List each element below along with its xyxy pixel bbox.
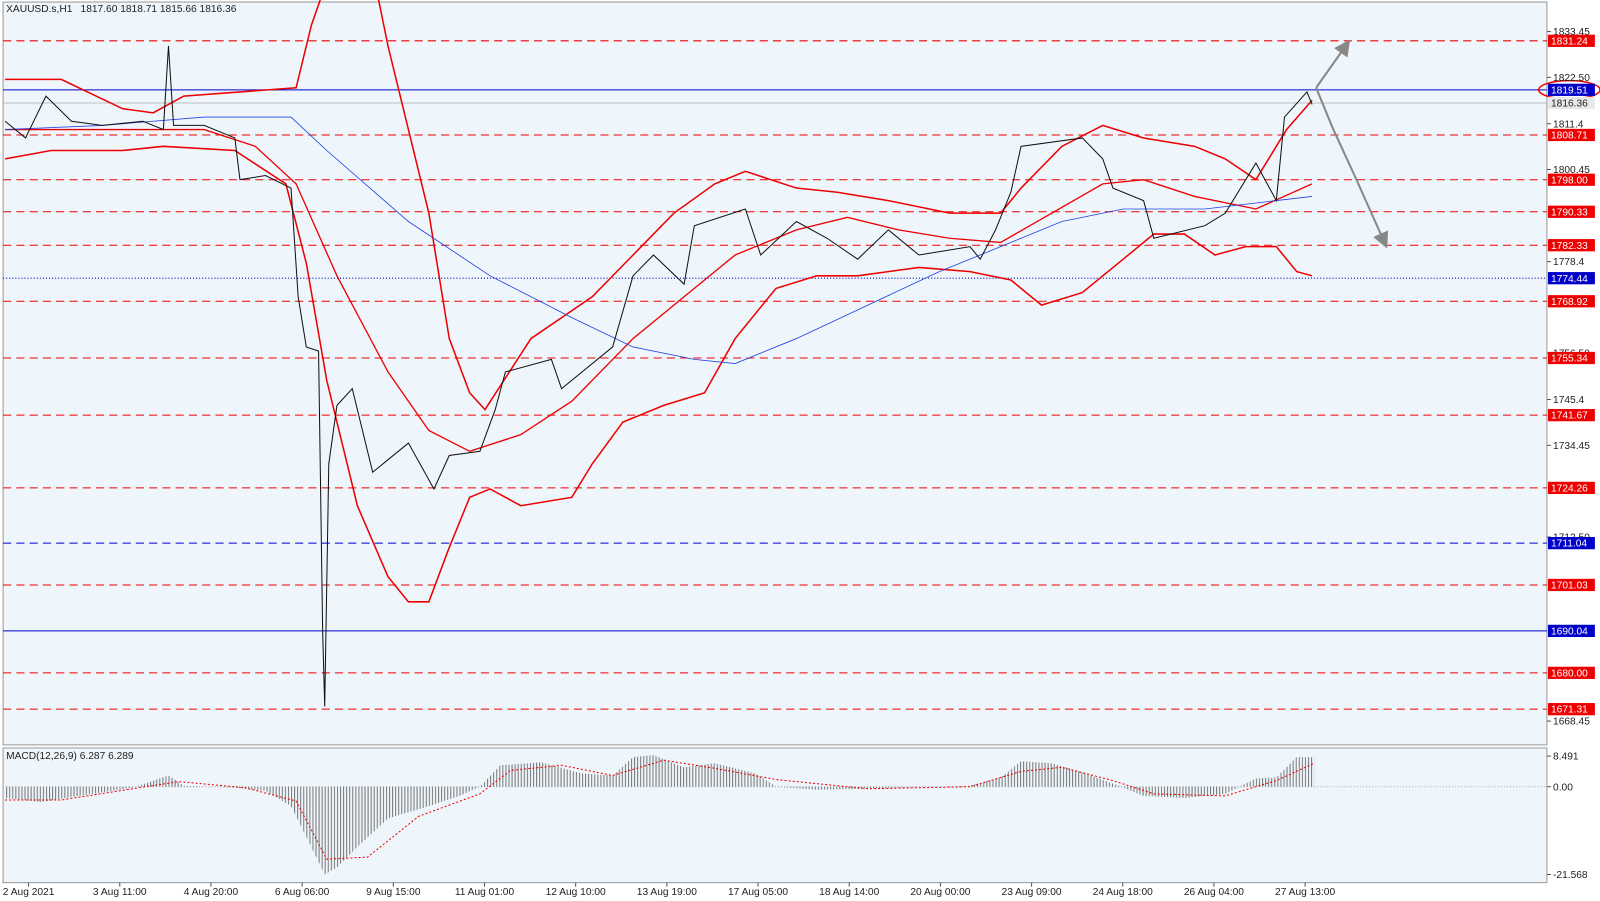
time-label: 12 Aug 10:00: [546, 887, 606, 898]
arrow-down: [1315, 87, 1389, 249]
macd-tick-label: 8.491: [1553, 752, 1579, 763]
band-middle: [5, 128, 1313, 453]
level-label: 1782.33: [1551, 241, 1588, 252]
level-label: 1831.24: [1551, 36, 1588, 47]
price-tick-label: 1822.50: [1553, 73, 1590, 84]
price-tick-label: 1734.45: [1553, 441, 1590, 452]
time-label: 3 Aug 11:00: [93, 887, 147, 898]
macd-title: MACD(12,26,9) 6.287 6.289: [6, 751, 134, 762]
macd-tick-label: -21.568: [1553, 870, 1588, 881]
level-label: 1819.51: [1551, 85, 1588, 96]
level-box: [1547, 239, 1595, 252]
time-label: 17 Aug 05:00: [728, 887, 788, 898]
time-label: 13 Aug 19:00: [637, 887, 697, 898]
level-box: [1547, 272, 1595, 285]
level-box: [1547, 128, 1595, 142]
level-box: [1547, 295, 1595, 308]
time-label: 4 Aug 20:00: [184, 887, 239, 898]
macd-signal: [5, 759, 1315, 860]
level-label: 1671.31: [1551, 705, 1588, 716]
indicators: [4, 0, 1313, 707]
moving-average: [5, 116, 1313, 364]
macd-pane: [2, 747, 1548, 884]
level-box: [1547, 537, 1595, 550]
time-axis: 2 Aug 2021 3 Aug 11:00 4 Aug 20:00 6 Aug 06…: [3, 882, 1335, 898]
levels: [3, 40, 1547, 710]
level-label: 1774.44: [1551, 274, 1588, 285]
price-tick-label: 1833.45: [1553, 27, 1590, 38]
level-box: [1547, 34, 1595, 47]
level-box: [1547, 96, 1595, 110]
macd-histogram: [5, 755, 1315, 875]
macd-tick-label: 0.00: [1553, 782, 1573, 793]
quote: 1817.60 1818.71 1815.66 1816.36: [81, 4, 237, 15]
arrow-up: [1315, 39, 1351, 89]
level-box: [1547, 351, 1595, 365]
level-label: 1790.33: [1551, 207, 1588, 218]
band-upper: [5, 0, 321, 114]
time-label: 11 Aug 01:00: [455, 887, 515, 898]
time-label: 18 Aug 14:00: [819, 887, 879, 898]
price-tick-label: 1668.45: [1553, 717, 1590, 728]
band-lower: [4, 145, 1313, 603]
level-box: [1547, 578, 1595, 592]
time-label: 27 Aug 13:00: [1275, 887, 1335, 898]
level-label: 1724.26: [1551, 483, 1588, 494]
level-label: 1711.04: [1551, 539, 1587, 550]
band-upper: [377, 0, 1313, 411]
time-label: 24 Aug 18:00: [1093, 887, 1153, 898]
main-pane: [2, 1, 1548, 746]
price-tick-label: 1800.45: [1553, 165, 1590, 176]
level-box: [1547, 83, 1595, 96]
level-box: [1547, 666, 1595, 679]
level-box: [1547, 703, 1595, 716]
level-label: 1808.71: [1551, 131, 1588, 142]
time-label: 9 Aug 15:00: [366, 887, 421, 898]
level-label: 1741.67: [1551, 411, 1588, 422]
price-tick-label: 1811.4: [1553, 119, 1584, 130]
time-label: 26 Aug 04:00: [1184, 887, 1244, 898]
price: [4, 45, 1313, 707]
level-label: 1755.34: [1551, 354, 1588, 365]
level-label: 1701.03: [1551, 581, 1588, 592]
level-label: 1768.92: [1551, 297, 1588, 308]
time-label: 6 Aug 06:00: [275, 887, 330, 898]
time-label: 23 Aug 09:00: [1002, 887, 1062, 898]
time-label: 2 Aug 2021: [3, 887, 55, 898]
level-box: [1547, 409, 1595, 422]
level-box: [1547, 481, 1595, 495]
header: XAUUSD.s,H1 1817.60 1818.71 1815.66 1816.…: [6, 4, 237, 15]
level-label: 1816.36: [1551, 99, 1588, 110]
price-tick-label: 1778.4: [1553, 257, 1585, 268]
level-label: 1680.00: [1551, 668, 1588, 679]
level-box: [1547, 173, 1595, 186]
level-label: 1798.00: [1551, 175, 1588, 186]
level-box: [1547, 624, 1595, 638]
level-label: 1690.04: [1551, 626, 1588, 637]
symbol: XAUUSD.s,H1: [6, 4, 73, 15]
price-tick-label: 1745.4: [1553, 395, 1585, 406]
level-box: [1547, 205, 1595, 218]
time-label: 20 Aug 00:00: [910, 887, 970, 898]
